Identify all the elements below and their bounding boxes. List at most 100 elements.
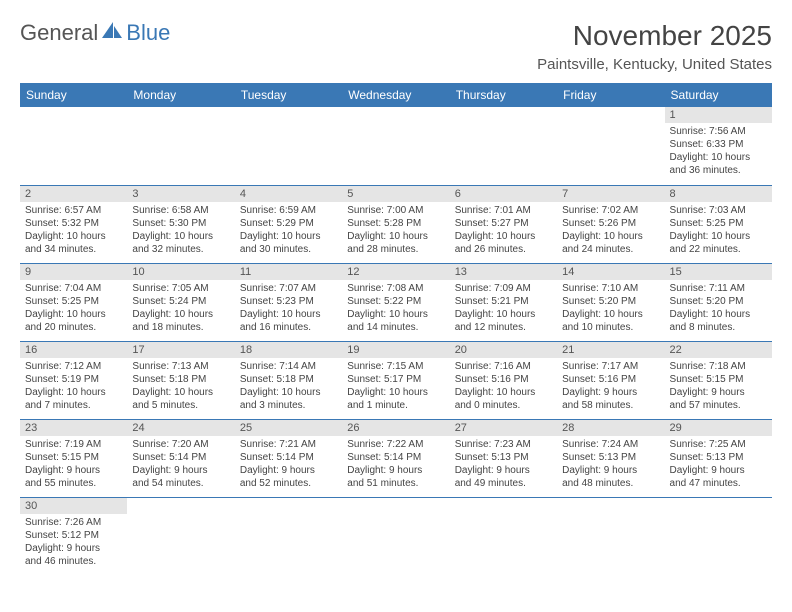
day-content: Sunrise: 7:18 AMSunset: 5:15 PMDaylight:… [665, 358, 772, 414]
day-content: Sunrise: 7:25 AMSunset: 5:13 PMDaylight:… [665, 436, 772, 492]
calendar-day-cell: 13Sunrise: 7:09 AMSunset: 5:21 PMDayligh… [450, 263, 557, 341]
header-right: November 2025 Paintsville, Kentucky, Uni… [537, 20, 772, 73]
day-number: 3 [127, 186, 234, 202]
day-line: Sunset: 5:30 PM [132, 217, 229, 230]
calendar-day-cell: 21Sunrise: 7:17 AMSunset: 5:16 PMDayligh… [557, 341, 664, 419]
day-line: Sunrise: 7:00 AM [347, 204, 444, 217]
day-line: Sunrise: 7:20 AM [132, 438, 229, 451]
calendar-week-row: 16Sunrise: 7:12 AMSunset: 5:19 PMDayligh… [20, 341, 772, 419]
day-number: 17 [127, 342, 234, 358]
day-number: 4 [235, 186, 342, 202]
day-content: Sunrise: 7:02 AMSunset: 5:26 PMDaylight:… [557, 202, 664, 258]
calendar-day-cell: 18Sunrise: 7:14 AMSunset: 5:18 PMDayligh… [235, 341, 342, 419]
calendar-empty-cell [557, 107, 664, 185]
day-line: Daylight: 10 hours [25, 308, 122, 321]
day-line: Daylight: 9 hours [562, 386, 659, 399]
day-line: Daylight: 9 hours [455, 464, 552, 477]
day-line: and 36 minutes. [670, 164, 767, 177]
day-line: Sunset: 5:28 PM [347, 217, 444, 230]
day-number: 9 [20, 264, 127, 280]
day-line: Sunset: 5:19 PM [25, 373, 122, 386]
calendar-day-cell: 19Sunrise: 7:15 AMSunset: 5:17 PMDayligh… [342, 341, 449, 419]
day-line: Sunset: 6:33 PM [670, 138, 767, 151]
day-line: and 7 minutes. [25, 399, 122, 412]
day-content: Sunrise: 7:17 AMSunset: 5:16 PMDaylight:… [557, 358, 664, 414]
day-line: Sunrise: 7:16 AM [455, 360, 552, 373]
calendar-empty-cell [235, 497, 342, 575]
day-content: Sunrise: 7:07 AMSunset: 5:23 PMDaylight:… [235, 280, 342, 336]
day-line: Sunrise: 7:05 AM [132, 282, 229, 295]
day-number: 16 [20, 342, 127, 358]
day-line: Sunrise: 7:04 AM [25, 282, 122, 295]
calendar-empty-cell [557, 497, 664, 575]
day-line: Sunset: 5:15 PM [670, 373, 767, 386]
day-line: and 14 minutes. [347, 321, 444, 334]
day-line: Sunrise: 7:08 AM [347, 282, 444, 295]
day-content: Sunrise: 7:12 AMSunset: 5:19 PMDaylight:… [20, 358, 127, 414]
day-content: Sunrise: 7:56 AMSunset: 6:33 PMDaylight:… [665, 123, 772, 179]
calendar-week-row: 1Sunrise: 7:56 AMSunset: 6:33 PMDaylight… [20, 107, 772, 185]
day-content: Sunrise: 7:00 AMSunset: 5:28 PMDaylight:… [342, 202, 449, 258]
day-line: Sunset: 5:12 PM [25, 529, 122, 542]
day-number: 28 [557, 420, 664, 436]
calendar-day-cell: 10Sunrise: 7:05 AMSunset: 5:24 PMDayligh… [127, 263, 234, 341]
day-line: Daylight: 10 hours [670, 151, 767, 164]
day-line: and 3 minutes. [240, 399, 337, 412]
day-line: and 18 minutes. [132, 321, 229, 334]
calendar-day-cell: 28Sunrise: 7:24 AMSunset: 5:13 PMDayligh… [557, 419, 664, 497]
day-line: and 5 minutes. [132, 399, 229, 412]
day-line: Sunset: 5:32 PM [25, 217, 122, 230]
day-line: Sunrise: 7:12 AM [25, 360, 122, 373]
day-content: Sunrise: 7:24 AMSunset: 5:13 PMDaylight:… [557, 436, 664, 492]
day-line: and 16 minutes. [240, 321, 337, 334]
day-number: 8 [665, 186, 772, 202]
location: Paintsville, Kentucky, United States [537, 56, 772, 73]
day-line: Daylight: 10 hours [455, 230, 552, 243]
day-line: and 20 minutes. [25, 321, 122, 334]
calendar-day-cell: 29Sunrise: 7:25 AMSunset: 5:13 PMDayligh… [665, 419, 772, 497]
day-line: Sunset: 5:16 PM [455, 373, 552, 386]
day-line: Daylight: 9 hours [25, 542, 122, 555]
day-line: and 8 minutes. [670, 321, 767, 334]
day-line: and 58 minutes. [562, 399, 659, 412]
calendar-day-cell: 6Sunrise: 7:01 AMSunset: 5:27 PMDaylight… [450, 185, 557, 263]
calendar-day-cell: 14Sunrise: 7:10 AMSunset: 5:20 PMDayligh… [557, 263, 664, 341]
day-line: Sunset: 5:13 PM [670, 451, 767, 464]
day-number: 20 [450, 342, 557, 358]
day-line: Daylight: 10 hours [347, 230, 444, 243]
calendar-day-cell: 22Sunrise: 7:18 AMSunset: 5:15 PMDayligh… [665, 341, 772, 419]
calendar-empty-cell [342, 497, 449, 575]
day-content: Sunrise: 7:26 AMSunset: 5:12 PMDaylight:… [20, 514, 127, 570]
day-line: Daylight: 9 hours [347, 464, 444, 477]
day-line: Sunset: 5:25 PM [25, 295, 122, 308]
day-line: Daylight: 10 hours [562, 230, 659, 243]
day-line: Sunset: 5:27 PM [455, 217, 552, 230]
weekday-header: Saturday [665, 83, 772, 107]
page-title: November 2025 [537, 20, 772, 52]
day-line: Daylight: 9 hours [562, 464, 659, 477]
day-line: Sunset: 5:24 PM [132, 295, 229, 308]
day-line: Daylight: 10 hours [132, 308, 229, 321]
day-content: Sunrise: 7:04 AMSunset: 5:25 PMDaylight:… [20, 280, 127, 336]
calendar-day-cell: 20Sunrise: 7:16 AMSunset: 5:16 PMDayligh… [450, 341, 557, 419]
day-line: Daylight: 9 hours [132, 464, 229, 477]
day-line: Sunset: 5:13 PM [562, 451, 659, 464]
calendar-empty-cell [665, 497, 772, 575]
calendar-day-cell: 26Sunrise: 7:22 AMSunset: 5:14 PMDayligh… [342, 419, 449, 497]
day-line: Sunset: 5:18 PM [132, 373, 229, 386]
day-line: and 46 minutes. [25, 555, 122, 568]
calendar-table: SundayMondayTuesdayWednesdayThursdayFrid… [20, 83, 772, 575]
day-line: and 10 minutes. [562, 321, 659, 334]
day-content: Sunrise: 7:09 AMSunset: 5:21 PMDaylight:… [450, 280, 557, 336]
day-line: Daylight: 10 hours [132, 230, 229, 243]
calendar-day-cell: 23Sunrise: 7:19 AMSunset: 5:15 PMDayligh… [20, 419, 127, 497]
day-line: and 22 minutes. [670, 243, 767, 256]
day-content: Sunrise: 7:22 AMSunset: 5:14 PMDaylight:… [342, 436, 449, 492]
day-line: and 30 minutes. [240, 243, 337, 256]
day-line: Daylight: 10 hours [25, 230, 122, 243]
day-line: Sunrise: 7:11 AM [670, 282, 767, 295]
day-line: and 47 minutes. [670, 477, 767, 490]
day-line: Sunset: 5:26 PM [562, 217, 659, 230]
calendar-empty-cell [450, 107, 557, 185]
day-line: Sunrise: 6:58 AM [132, 204, 229, 217]
